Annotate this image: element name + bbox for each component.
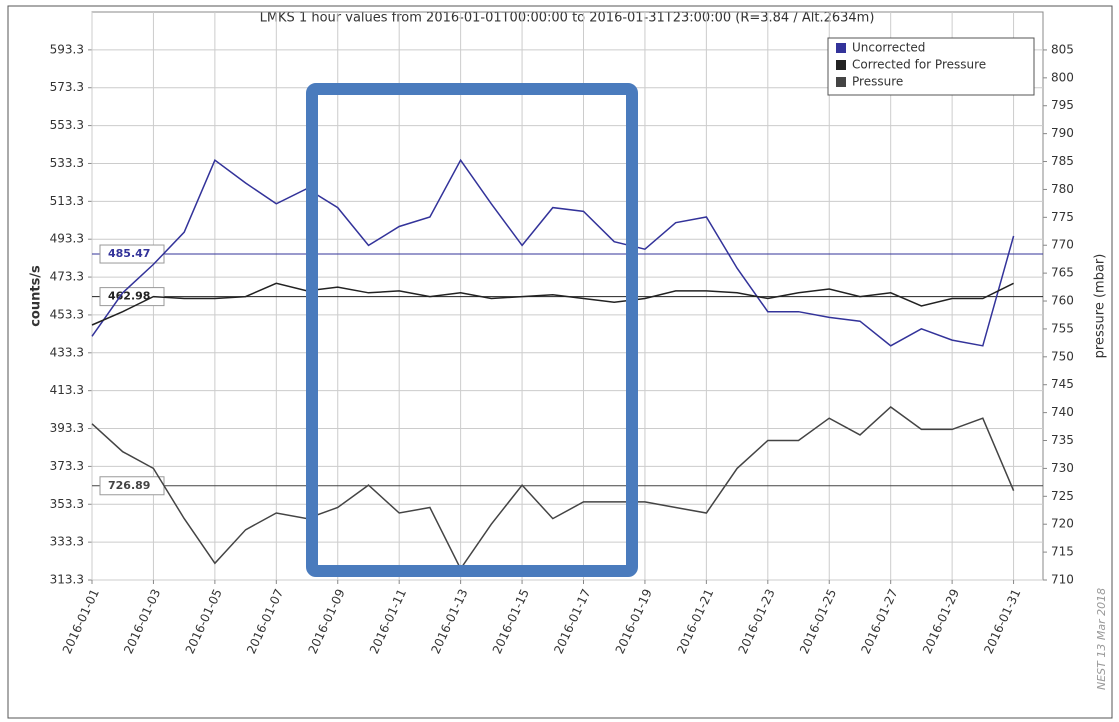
y2-tick-label: 800: [1051, 70, 1074, 84]
x-tick-label: 2016-01-17: [551, 587, 593, 656]
legend-box: [827, 37, 1035, 96]
y2-tick-label: 720: [1051, 517, 1074, 531]
x-tick-label: 2016-01-09: [305, 587, 347, 656]
y-tick-label: 493.3: [50, 232, 84, 246]
series-line: [91, 158, 1015, 347]
legend: Uncorrected Corrected for Pressure Pressur…: [827, 37, 1035, 96]
y-tick-label: 413.3: [50, 383, 84, 397]
y-tick-label: 433.3: [50, 345, 84, 359]
y-axis-label: counts/s: [29, 265, 44, 327]
legend-swatch: [836, 77, 846, 87]
x-tick-label: 2016-01-27: [858, 587, 900, 656]
y2-tick-label: 735: [1051, 433, 1074, 447]
y2-axis-label: pressure (mbar): [1093, 254, 1108, 359]
y2-tick-label: 795: [1051, 98, 1074, 112]
y2-tick-label: 755: [1051, 321, 1074, 335]
x-tick-label: 2016-01-29: [920, 587, 962, 656]
y2-tick-label: 725: [1051, 489, 1074, 503]
y2-tick-label: 750: [1051, 349, 1074, 363]
y2-tick-label: 740: [1051, 405, 1074, 419]
y-tick-label: 573.3: [50, 80, 84, 94]
x-tick-label: 2016-01-23: [736, 587, 778, 656]
y2-tick-label: 770: [1051, 238, 1074, 252]
x-tick-label: 2016-01-15: [490, 587, 532, 656]
y-tick-label: 393.3: [50, 421, 84, 435]
frame: [7, 5, 1113, 719]
y2-tick-label: 765: [1051, 266, 1074, 280]
legend-label: Uncorrected: [852, 41, 925, 55]
y2-tick-label: 760: [1051, 294, 1074, 308]
y-tick-label: 553.3: [50, 118, 84, 132]
highlight-box: [306, 83, 638, 577]
credit: NEST 13 Mar 2018: [1095, 588, 1108, 690]
x-tick-label: 2016-01-31: [981, 587, 1023, 656]
y2-tick-label: 780: [1051, 182, 1074, 196]
y-tick-label: 373.3: [50, 459, 84, 473]
y2-tick-label: 805: [1051, 42, 1074, 56]
y-tick-label: 353.3: [50, 497, 84, 511]
x-tick-label: 2016-01-05: [183, 587, 225, 656]
legend-swatch: [836, 60, 846, 70]
x-tick-label: 2016-01-03: [121, 587, 163, 656]
y-tick-label: 593.3: [50, 42, 84, 56]
x-tick-label: 2016-01-21: [674, 587, 716, 656]
legend-label: Pressure: [852, 75, 903, 89]
y2-tick-label: 715: [1051, 545, 1074, 559]
y2-tick-label: 775: [1051, 210, 1074, 224]
legend-label: Corrected for Pressure: [852, 58, 986, 72]
series-line: [91, 282, 1014, 326]
y2-tick-label: 710: [1051, 573, 1074, 587]
reference-label: 726.89: [108, 479, 150, 492]
reference-label: 485.47: [108, 247, 150, 260]
x-tick-label: 2016-01-01: [60, 587, 102, 656]
y2-tick-label: 730: [1051, 461, 1074, 475]
y-tick-label: 453.3: [50, 307, 84, 321]
y-tick-label: 473.3: [50, 270, 84, 284]
x-tick-label: 2016-01-13: [428, 587, 470, 656]
x-tick-label: 2016-01-11: [367, 587, 409, 656]
y2-tick-label: 790: [1051, 126, 1074, 140]
chart-title: LMKS 1 hour values from 2016-01-01T00:00…: [260, 11, 875, 26]
x-tick-label: 2016-01-19: [613, 587, 655, 656]
y-tick-label: 313.3: [50, 573, 84, 587]
y-tick-label: 533.3: [50, 156, 84, 170]
y-tick-label: 333.3: [50, 535, 84, 549]
x-tick-label: 2016-01-25: [797, 587, 839, 656]
y2-tick-label: 785: [1051, 154, 1074, 168]
x-tick-label: 2016-01-07: [244, 587, 286, 656]
legend-swatch: [836, 43, 846, 53]
series-line: [91, 406, 1015, 571]
y-tick-label: 513.3: [50, 194, 84, 208]
y2-tick-label: 745: [1051, 377, 1074, 391]
